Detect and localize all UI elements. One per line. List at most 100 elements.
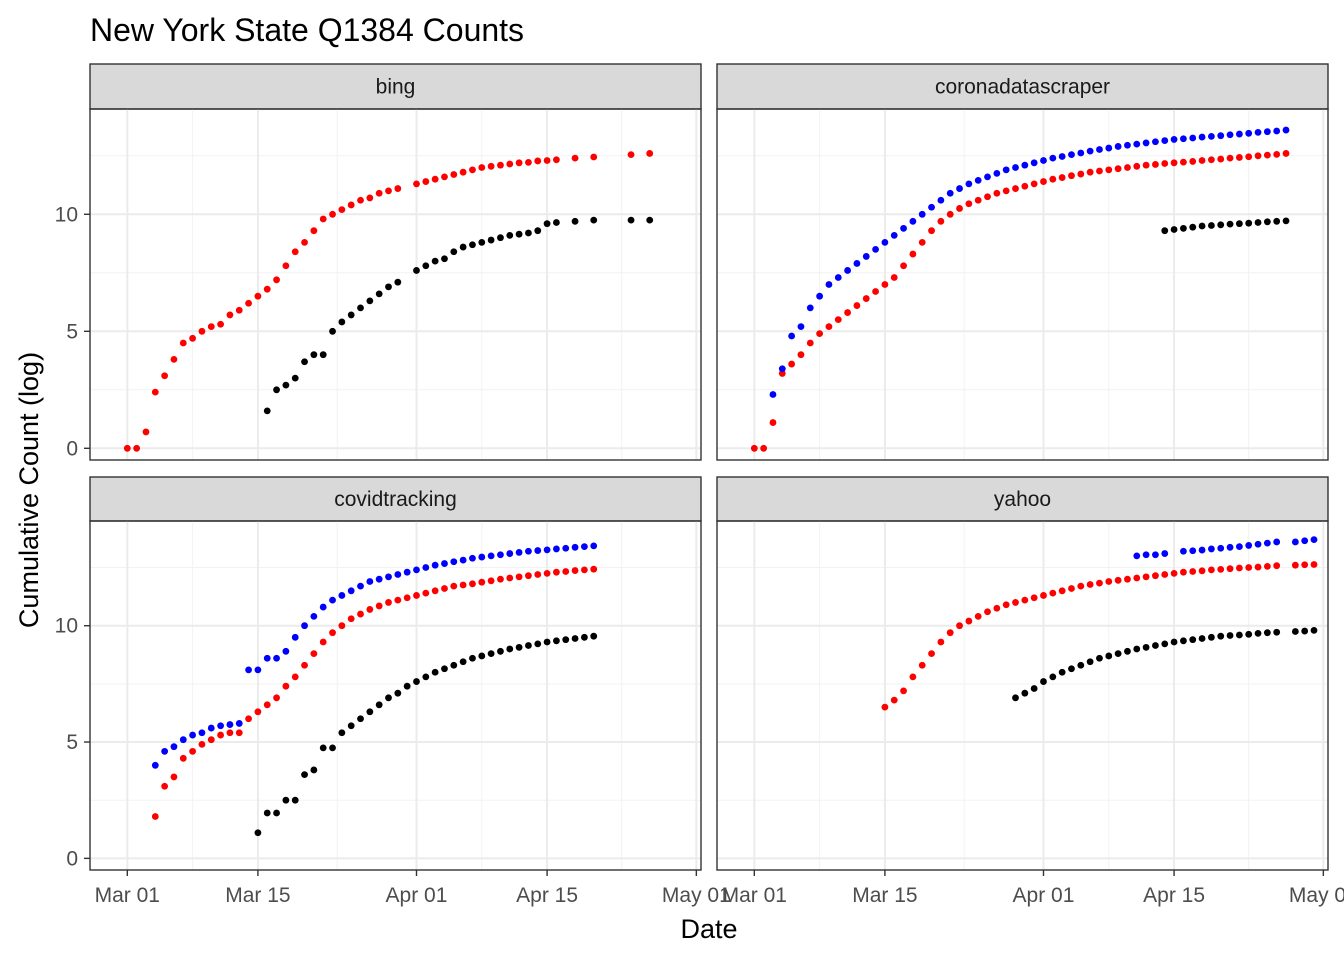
point-red bbox=[965, 617, 973, 625]
point-black bbox=[1189, 223, 1197, 231]
point-red bbox=[1142, 573, 1150, 581]
point-blue bbox=[1096, 146, 1103, 153]
point-red bbox=[235, 729, 243, 737]
point-blue bbox=[497, 551, 504, 559]
point-black bbox=[534, 640, 542, 648]
strip-background bbox=[89, 63, 702, 110]
point-red bbox=[1021, 182, 1029, 190]
point-red bbox=[750, 444, 758, 452]
y-tick-label: 10 bbox=[55, 203, 78, 226]
point-red bbox=[179, 754, 187, 762]
point-red bbox=[993, 189, 1001, 197]
x-tick-label: Mar 15 bbox=[225, 884, 290, 907]
point-blue bbox=[881, 238, 889, 246]
point-blue bbox=[918, 210, 926, 218]
point-red bbox=[890, 696, 898, 704]
point-red bbox=[1030, 594, 1038, 602]
y-tick-label: 10 bbox=[55, 615, 78, 638]
point-black bbox=[319, 744, 327, 752]
point-black bbox=[1263, 218, 1271, 226]
point-black bbox=[515, 230, 523, 238]
point-blue bbox=[890, 231, 898, 239]
point-black bbox=[478, 238, 486, 246]
point-blue bbox=[534, 547, 542, 554]
point-red bbox=[338, 206, 346, 214]
point-red bbox=[254, 708, 262, 716]
point-blue bbox=[872, 246, 879, 253]
point-black bbox=[1301, 627, 1309, 635]
point-blue bbox=[1086, 147, 1094, 155]
point-red bbox=[1235, 564, 1243, 572]
point-blue bbox=[254, 666, 262, 674]
x-tick-label: Mar 01 bbox=[722, 884, 787, 907]
point-black bbox=[263, 809, 271, 817]
point-blue bbox=[984, 173, 991, 181]
point-red bbox=[946, 210, 954, 218]
point-blue bbox=[974, 176, 982, 184]
point-black bbox=[431, 668, 439, 676]
x-tick-label: Mar 01 bbox=[95, 884, 160, 907]
point-black bbox=[338, 318, 346, 326]
point-black bbox=[1207, 222, 1215, 229]
point-black bbox=[1263, 629, 1271, 637]
point-red bbox=[263, 285, 271, 293]
point-blue bbox=[338, 592, 346, 599]
point-blue bbox=[1152, 138, 1159, 146]
point-blue bbox=[1012, 164, 1019, 171]
point-red bbox=[844, 309, 851, 316]
point-black bbox=[1254, 629, 1262, 637]
point-red bbox=[1124, 164, 1131, 171]
point-red bbox=[900, 687, 907, 695]
point-blue bbox=[1105, 144, 1113, 152]
point-red bbox=[918, 661, 926, 669]
point-blue bbox=[937, 196, 945, 204]
point-blue bbox=[946, 189, 954, 197]
point-red bbox=[1049, 589, 1057, 597]
point-blue bbox=[1161, 550, 1169, 557]
point-red bbox=[1180, 158, 1187, 166]
point-red bbox=[965, 200, 973, 208]
point-black bbox=[1282, 217, 1290, 225]
point-blue bbox=[375, 575, 383, 583]
point-red bbox=[590, 153, 598, 161]
point-red bbox=[590, 565, 598, 573]
point-red bbox=[347, 615, 355, 623]
point-black bbox=[357, 715, 364, 723]
point-black bbox=[1030, 685, 1038, 692]
point-red bbox=[319, 215, 327, 223]
strip-label: coronadatascraper bbox=[935, 76, 1110, 99]
point-black bbox=[394, 689, 402, 697]
point-black bbox=[394, 278, 402, 286]
point-red bbox=[422, 589, 430, 597]
point-blue bbox=[515, 549, 523, 556]
point-red bbox=[506, 574, 514, 582]
point-red bbox=[1263, 151, 1271, 159]
point-blue bbox=[1310, 536, 1318, 544]
point-red bbox=[515, 159, 523, 167]
point-red bbox=[1152, 572, 1159, 580]
point-blue bbox=[580, 543, 588, 550]
point-blue bbox=[469, 554, 476, 562]
point-red bbox=[1105, 578, 1113, 585]
point-red bbox=[441, 585, 448, 592]
y-tick-label: 5 bbox=[66, 320, 78, 343]
point-red bbox=[179, 339, 187, 347]
point-blue bbox=[1207, 545, 1215, 553]
point-black bbox=[1310, 626, 1318, 634]
x-tick-label: May 01 bbox=[662, 884, 731, 907]
point-red bbox=[198, 327, 206, 335]
point-red bbox=[816, 330, 824, 338]
point-black bbox=[263, 407, 271, 415]
point-red bbox=[161, 782, 169, 790]
point-red bbox=[301, 661, 308, 669]
point-black bbox=[1058, 668, 1066, 676]
strip-label: yahoo bbox=[994, 488, 1051, 511]
point-red bbox=[1096, 167, 1103, 175]
point-blue bbox=[431, 561, 439, 569]
point-black bbox=[385, 283, 392, 291]
point-blue bbox=[956, 185, 963, 192]
point-red bbox=[543, 569, 551, 577]
point-red bbox=[1254, 152, 1262, 160]
point-blue bbox=[1133, 140, 1141, 148]
point-red bbox=[956, 205, 963, 212]
